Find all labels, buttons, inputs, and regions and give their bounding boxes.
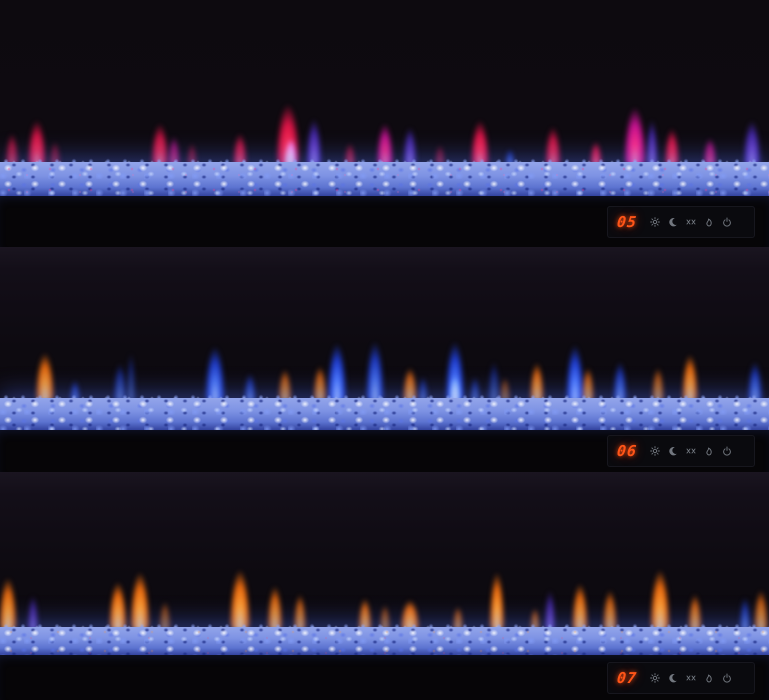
flame	[312, 358, 327, 402]
flame	[681, 344, 699, 402]
fireplace-panel-blue-mode: 06	[0, 247, 769, 472]
flame	[688, 586, 703, 631]
flame	[753, 581, 769, 631]
flame-setting-value: 05	[616, 212, 639, 231]
fireplace-frame: 07	[0, 655, 769, 700]
flame-area	[0, 247, 769, 402]
flame	[375, 114, 394, 166]
flame	[747, 354, 764, 402]
flame-effect-icon	[704, 217, 714, 227]
flame	[129, 559, 151, 631]
sleep-timer-icon	[668, 446, 678, 456]
flame	[449, 372, 461, 402]
flame	[26, 110, 47, 166]
flame	[565, 334, 586, 402]
brightness-icon	[650, 672, 660, 683]
fireplace-panel-red-mode: 05	[0, 0, 769, 247]
flame-effect-icon	[704, 673, 714, 683]
flame	[379, 599, 390, 631]
flame-area	[0, 0, 769, 166]
flame	[612, 354, 628, 402]
flame	[742, 112, 762, 166]
flame	[571, 573, 589, 631]
power-icon	[722, 446, 732, 456]
flame	[544, 118, 562, 166]
flame	[125, 344, 136, 402]
sleep-timer-icon	[668, 217, 678, 227]
flame	[543, 583, 556, 631]
flame	[27, 589, 40, 631]
flame	[664, 120, 681, 166]
flame	[530, 603, 541, 631]
flame	[602, 581, 618, 631]
flame	[452, 601, 464, 631]
heater-icon	[686, 446, 696, 456]
flame	[402, 120, 418, 166]
flame	[487, 354, 501, 402]
heater-icon	[686, 217, 696, 227]
sleep-timer-icon	[668, 673, 678, 683]
flame	[499, 372, 511, 402]
flame	[651, 360, 665, 402]
crystal-ember-bed	[0, 162, 769, 196]
touch-controls	[650, 672, 732, 683]
flame	[365, 330, 386, 402]
brightness-icon	[650, 216, 660, 227]
fireplace-frame: 05	[0, 196, 769, 247]
flame	[186, 138, 198, 166]
led-display: 05	[607, 205, 755, 238]
flame-area	[0, 472, 769, 631]
flame	[645, 111, 659, 166]
crystal-ember-bed	[0, 398, 769, 430]
power-icon	[722, 673, 732, 683]
flame	[293, 586, 307, 631]
flame	[488, 559, 505, 631]
flame	[649, 556, 671, 631]
fireplace-frame: 06	[0, 430, 769, 472]
flame	[35, 342, 56, 402]
touch-controls	[650, 216, 732, 227]
flame-effect-icon	[704, 446, 714, 456]
flame	[402, 360, 418, 402]
flame	[305, 110, 323, 166]
flame	[326, 332, 348, 402]
brightness-icon	[650, 446, 660, 456]
flame	[204, 336, 227, 402]
led-display: 06	[607, 435, 755, 467]
flame	[469, 110, 490, 166]
crystal-bed-top-edge	[0, 392, 769, 401]
flame	[228, 556, 251, 631]
flame-setting-value: 06	[616, 442, 639, 460]
flame	[108, 571, 128, 631]
flame	[434, 140, 446, 166]
heater-icon	[686, 673, 696, 683]
flame-setting-value: 07	[616, 668, 639, 687]
flame	[417, 372, 429, 402]
touch-controls	[650, 446, 732, 456]
flame	[266, 576, 283, 631]
flame	[469, 372, 481, 402]
led-display: 07	[607, 661, 755, 694]
power-icon	[722, 217, 732, 227]
flame	[112, 356, 127, 402]
crystal-bed-top-edge	[0, 156, 769, 165]
crystal-bed-top-edge	[0, 621, 769, 630]
flame	[529, 354, 545, 402]
flame	[150, 114, 170, 166]
flame	[623, 94, 648, 166]
flame	[0, 566, 18, 631]
crystal-ember-bed	[0, 627, 769, 655]
flame	[69, 376, 81, 402]
fireplace-panel-orange-mode: 07	[0, 472, 769, 700]
flame	[581, 360, 595, 402]
